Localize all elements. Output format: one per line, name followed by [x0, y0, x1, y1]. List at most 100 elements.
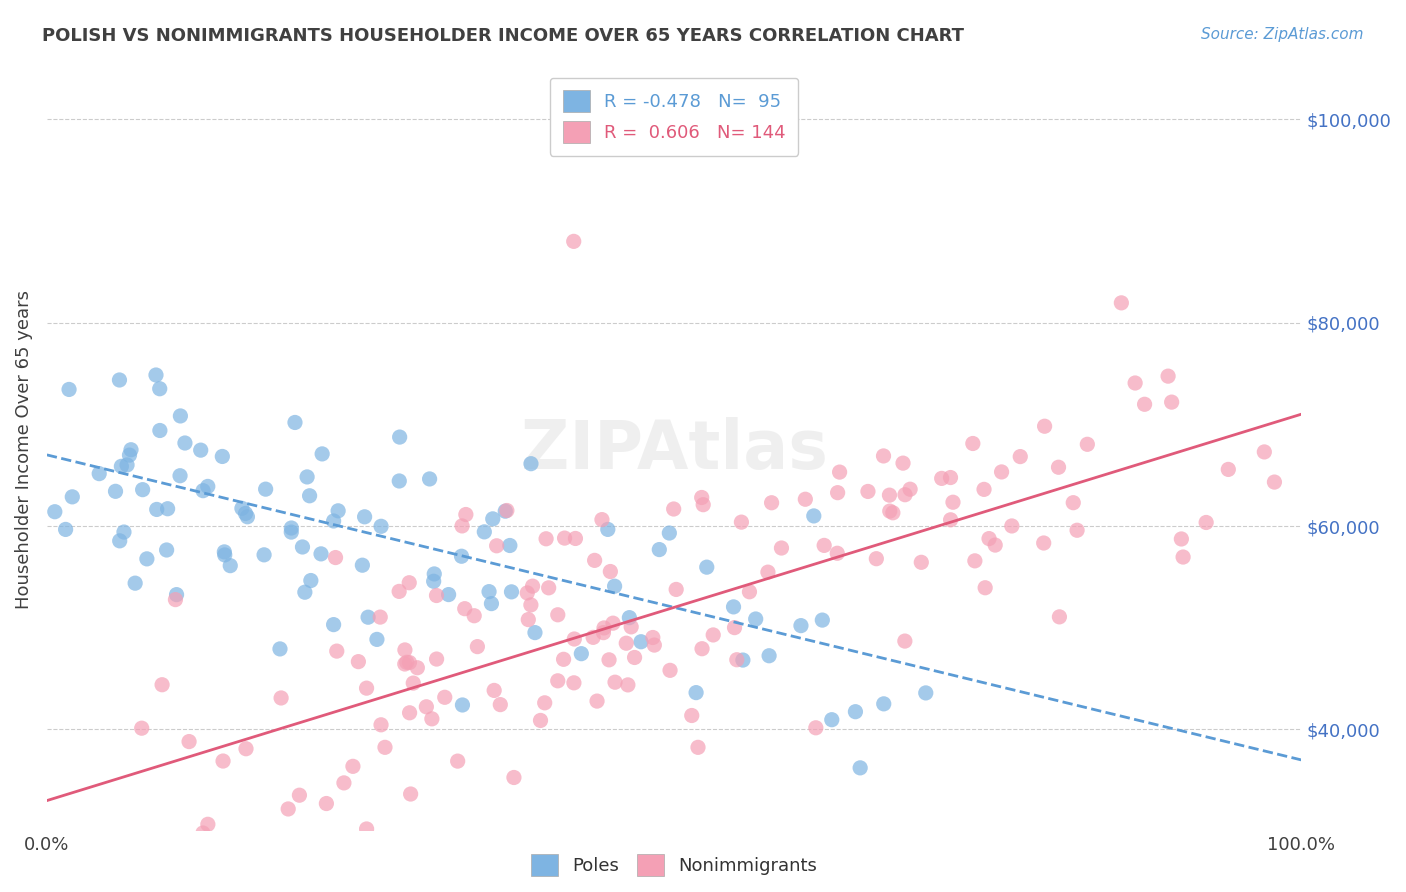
Point — [269, 641, 291, 656]
Point — [898, 482, 921, 496]
Point — [1111, 296, 1133, 310]
Point — [825, 546, 848, 560]
Point — [598, 653, 620, 667]
Point — [294, 585, 316, 599]
Point — [326, 644, 349, 658]
Text: ZIPAtlas: ZIPAtlas — [520, 417, 828, 483]
Point — [641, 631, 664, 645]
Point — [592, 625, 614, 640]
Point — [517, 613, 540, 627]
Point — [235, 741, 257, 756]
Text: POLISH VS NONIMMIGRANTS HOUSEHOLDER INCOME OVER 65 YEARS CORRELATION CHART: POLISH VS NONIMMIGRANTS HOUSEHOLDER INCO… — [42, 27, 965, 45]
Point — [533, 696, 555, 710]
Point — [665, 582, 688, 597]
Point — [58, 383, 80, 397]
Point — [366, 632, 388, 647]
Point — [692, 498, 714, 512]
Point — [553, 652, 575, 666]
Point — [942, 495, 965, 509]
Point — [591, 513, 613, 527]
Point — [450, 549, 472, 564]
Point — [962, 436, 984, 450]
Point — [1263, 475, 1285, 489]
Point — [882, 506, 904, 520]
Point — [104, 484, 127, 499]
Point — [495, 503, 517, 517]
Point — [398, 706, 420, 720]
Point — [977, 532, 1000, 546]
Point — [1253, 445, 1275, 459]
Point — [120, 442, 142, 457]
Point — [648, 542, 671, 557]
Legend: Poles, Nonimmigrants: Poles, Nonimmigrants — [523, 847, 825, 883]
Point — [166, 588, 188, 602]
Point — [702, 628, 724, 642]
Point — [520, 457, 543, 471]
Point — [623, 650, 645, 665]
Point — [894, 488, 917, 502]
Point — [790, 618, 813, 632]
Point — [356, 681, 378, 695]
Point — [891, 456, 914, 470]
Point — [288, 788, 311, 802]
Point — [974, 581, 997, 595]
Point — [910, 555, 932, 569]
Point — [856, 484, 879, 499]
Point — [108, 373, 131, 387]
Point — [821, 713, 844, 727]
Point — [478, 584, 501, 599]
Point — [939, 470, 962, 484]
Point — [761, 496, 783, 510]
Point — [596, 523, 619, 537]
Point — [659, 664, 682, 678]
Point — [108, 533, 131, 548]
Point — [1001, 519, 1024, 533]
Point — [494, 504, 516, 518]
Point — [593, 621, 616, 635]
Point — [723, 599, 745, 614]
Point — [197, 817, 219, 831]
Point — [326, 504, 349, 518]
Point — [149, 424, 172, 438]
Point — [1032, 536, 1054, 550]
Point — [894, 634, 917, 648]
Point — [849, 761, 872, 775]
Point — [827, 485, 849, 500]
Point — [562, 235, 585, 249]
Point — [235, 507, 257, 521]
Point — [485, 539, 508, 553]
Point — [472, 524, 495, 539]
Point — [547, 607, 569, 622]
Point — [738, 584, 761, 599]
Point — [564, 532, 586, 546]
Point — [454, 601, 477, 615]
Point — [1133, 397, 1156, 411]
Point — [374, 740, 396, 755]
Point — [770, 541, 793, 555]
Point — [280, 525, 302, 540]
Point — [1047, 460, 1070, 475]
Point — [325, 550, 347, 565]
Point — [939, 513, 962, 527]
Point — [270, 690, 292, 705]
Point — [110, 459, 132, 474]
Point — [388, 430, 411, 444]
Point — [169, 468, 191, 483]
Point — [914, 686, 936, 700]
Point — [489, 698, 512, 712]
Point — [295, 470, 318, 484]
Point — [499, 539, 522, 553]
Point — [422, 574, 444, 589]
Point — [931, 471, 953, 485]
Point — [582, 631, 605, 645]
Point — [212, 754, 235, 768]
Point — [794, 492, 817, 507]
Point — [1218, 462, 1240, 476]
Point — [299, 574, 322, 588]
Point — [973, 483, 995, 497]
Point — [516, 586, 538, 600]
Point — [315, 797, 337, 811]
Point — [723, 621, 745, 635]
Point — [149, 382, 172, 396]
Point — [150, 678, 173, 692]
